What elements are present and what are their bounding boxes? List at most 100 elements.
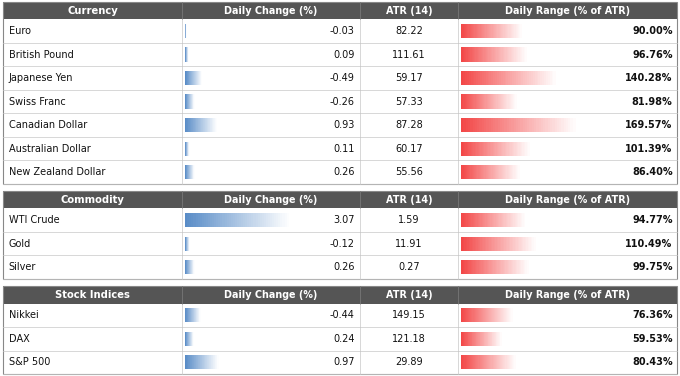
Bar bbox=[505, 94, 507, 109]
Bar bbox=[200, 355, 201, 369]
Bar bbox=[239, 213, 242, 227]
Bar bbox=[190, 260, 191, 274]
Bar bbox=[187, 165, 188, 179]
Text: DAX: DAX bbox=[9, 334, 30, 344]
Bar bbox=[500, 355, 502, 369]
Bar bbox=[527, 260, 529, 274]
Text: 11.91: 11.91 bbox=[395, 239, 423, 249]
Bar bbox=[492, 47, 494, 62]
Text: British Pound: British Pound bbox=[9, 50, 73, 59]
Bar bbox=[189, 260, 190, 274]
Bar bbox=[3, 191, 677, 208]
Bar bbox=[516, 213, 518, 227]
Bar bbox=[186, 355, 188, 369]
Bar bbox=[189, 332, 190, 346]
Bar bbox=[197, 71, 199, 85]
Bar bbox=[461, 71, 464, 85]
Bar bbox=[498, 24, 499, 38]
Bar bbox=[499, 355, 500, 369]
Bar bbox=[461, 141, 463, 156]
Bar bbox=[478, 332, 479, 346]
Bar bbox=[511, 165, 513, 179]
Bar bbox=[515, 165, 517, 179]
Bar bbox=[513, 47, 515, 62]
Bar bbox=[497, 332, 498, 346]
Bar bbox=[186, 237, 187, 251]
Bar bbox=[504, 260, 506, 274]
Bar bbox=[504, 165, 506, 179]
Bar bbox=[477, 213, 479, 227]
Bar bbox=[469, 24, 471, 38]
Bar bbox=[188, 355, 189, 369]
Bar bbox=[198, 71, 199, 85]
Bar bbox=[208, 118, 209, 132]
Bar bbox=[479, 260, 481, 274]
Bar bbox=[186, 237, 187, 251]
Bar bbox=[465, 71, 468, 85]
Bar bbox=[464, 332, 465, 346]
Bar bbox=[523, 118, 526, 132]
Bar bbox=[191, 71, 192, 85]
Bar bbox=[186, 141, 187, 156]
Bar bbox=[512, 213, 514, 227]
Bar bbox=[495, 165, 496, 179]
Bar bbox=[464, 237, 466, 251]
Bar bbox=[189, 213, 192, 227]
Bar bbox=[187, 141, 188, 156]
Text: Currency: Currency bbox=[67, 6, 118, 15]
Bar bbox=[186, 332, 187, 346]
Bar bbox=[495, 47, 497, 62]
Bar bbox=[505, 308, 507, 322]
Bar bbox=[189, 260, 190, 274]
Text: Canadian Dollar: Canadian Dollar bbox=[9, 120, 87, 130]
Bar bbox=[489, 94, 490, 109]
Bar bbox=[550, 118, 553, 132]
Bar bbox=[193, 165, 194, 179]
Bar bbox=[512, 24, 514, 38]
Bar bbox=[490, 332, 492, 346]
Bar bbox=[554, 71, 556, 85]
Bar bbox=[485, 332, 487, 346]
Bar bbox=[543, 118, 546, 132]
Bar bbox=[490, 355, 492, 369]
Bar bbox=[188, 71, 190, 85]
Bar bbox=[188, 237, 189, 251]
Bar bbox=[490, 47, 492, 62]
Bar bbox=[516, 71, 518, 85]
Bar bbox=[479, 332, 481, 346]
Bar bbox=[188, 237, 189, 251]
Bar bbox=[190, 165, 191, 179]
Bar bbox=[483, 213, 485, 227]
Bar bbox=[190, 260, 191, 274]
Bar bbox=[188, 118, 190, 132]
Bar bbox=[549, 71, 552, 85]
Bar bbox=[188, 237, 189, 251]
Bar bbox=[513, 24, 515, 38]
Bar bbox=[483, 24, 485, 38]
Bar bbox=[479, 165, 481, 179]
Bar bbox=[517, 213, 519, 227]
Bar bbox=[520, 118, 524, 132]
Bar bbox=[511, 213, 513, 227]
Bar bbox=[475, 47, 477, 62]
Bar bbox=[192, 260, 193, 274]
Bar bbox=[266, 213, 269, 227]
Bar bbox=[188, 308, 189, 322]
Bar bbox=[480, 165, 481, 179]
Bar bbox=[186, 237, 187, 251]
Bar bbox=[461, 308, 463, 322]
Bar bbox=[484, 332, 486, 346]
Bar bbox=[508, 47, 510, 62]
Bar bbox=[198, 355, 199, 369]
Text: 1.59: 1.59 bbox=[398, 215, 420, 225]
Bar bbox=[509, 24, 510, 38]
Bar bbox=[186, 141, 187, 156]
Bar bbox=[193, 260, 194, 274]
Bar bbox=[188, 237, 189, 251]
Bar bbox=[477, 308, 479, 322]
Bar bbox=[186, 118, 188, 132]
Bar bbox=[488, 332, 490, 346]
Bar bbox=[486, 308, 488, 322]
Bar bbox=[487, 141, 489, 156]
Bar bbox=[518, 141, 520, 156]
